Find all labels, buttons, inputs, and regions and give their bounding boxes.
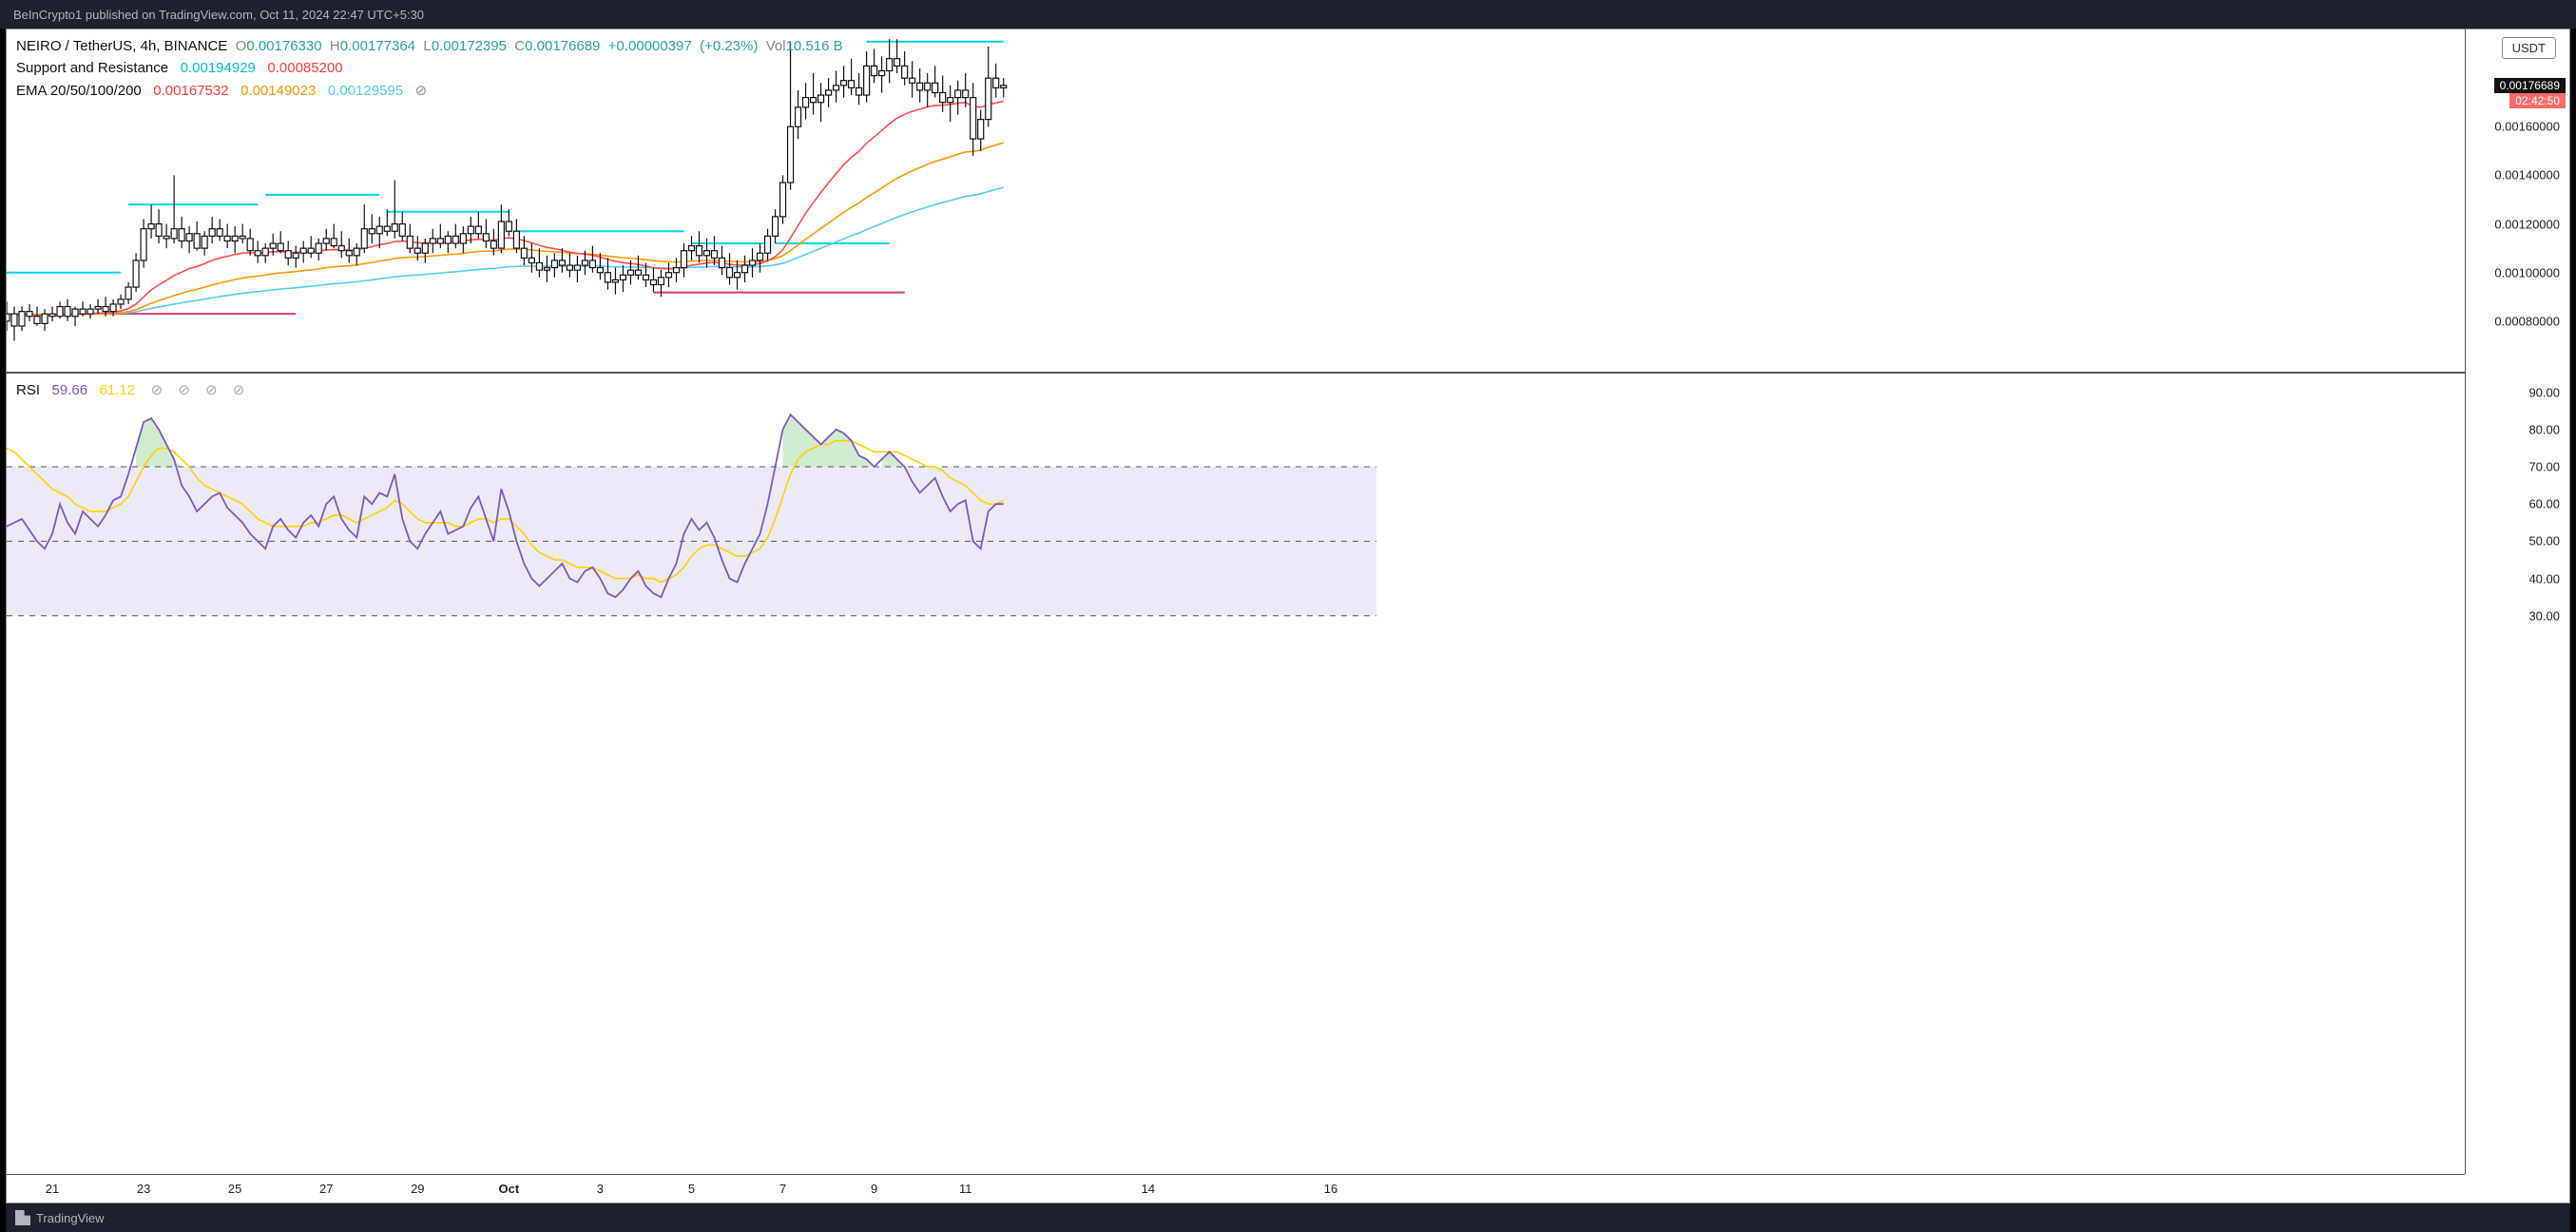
- legend-block: NEIRO / TetherUS, 4h, BINANCE O0.0017633…: [16, 35, 843, 102]
- chart-container: USDT NEIRO / TetherUS, 4h, BINANCE O0.00…: [6, 29, 2570, 1203]
- x-label: 5: [688, 1182, 695, 1196]
- y-label: 0.00160000: [2494, 120, 2560, 134]
- y-label: 50.00: [2528, 534, 2560, 549]
- rsi-pane[interactable]: RSI 59.66 61.12 ⊘ ⊘ ⊘ ⊘: [7, 374, 2465, 1174]
- x-label: 29: [411, 1182, 424, 1196]
- x-label: 25: [228, 1182, 241, 1196]
- sr-row: Support and Resistance 0.00194929 0.0008…: [16, 57, 843, 79]
- x-label: 7: [779, 1182, 786, 1196]
- ema-row: EMA 20/50/100/200 0.00167532 0.00149023 …: [16, 80, 843, 102]
- y-label: 80.00: [2528, 422, 2560, 436]
- x-axis[interactable]: 21 23 25 27 29 Oct 3 5 7 9 11 14 16: [7, 1174, 2465, 1203]
- x-label: 21: [46, 1182, 59, 1196]
- y-label: 0.00120000: [2494, 217, 2560, 231]
- y-axis[interactable]: 0.00080000 0.00100000 0.00120000 0.00140000…: [2465, 29, 2569, 1174]
- y-label: 60.00: [2528, 497, 2560, 511]
- rsi-legend: RSI 59.66 61.12 ⊘ ⊘ ⊘ ⊘: [16, 379, 250, 401]
- y-label: 70.00: [2528, 460, 2560, 474]
- footer-bar: TradingView: [6, 1203, 2570, 1232]
- y-label: 0.00140000: [2494, 168, 2560, 183]
- y-label: 0.00080000: [2494, 314, 2560, 328]
- x-label: 9: [871, 1182, 877, 1196]
- y-label: 0.00100000: [2494, 265, 2560, 279]
- tradingview-logo-icon: [15, 1210, 30, 1225]
- last-price-tag: 0.00176689: [2494, 78, 2566, 93]
- x-label: 14: [1142, 1182, 1155, 1196]
- y-label: 30.00: [2528, 608, 2560, 623]
- symbol-row: NEIRO / TetherUS, 4h, BINANCE O0.0017633…: [16, 35, 843, 57]
- x-label: Oct: [499, 1182, 520, 1196]
- x-label: 23: [137, 1182, 150, 1196]
- y-label: 40.00: [2528, 571, 2560, 586]
- x-label: 16: [1324, 1182, 1337, 1196]
- publish-header: BeInCrypto1 published on TradingView.com…: [0, 0, 2576, 29]
- price-pane[interactable]: NEIRO / TetherUS, 4h, BINANCE O0.0017633…: [7, 29, 2465, 372]
- x-label: 11: [959, 1182, 972, 1196]
- y-label: 90.00: [2528, 385, 2560, 399]
- x-label: 3: [597, 1182, 604, 1196]
- countdown-tag: 02:42:50: [2509, 93, 2566, 108]
- x-label: 27: [319, 1182, 333, 1196]
- rsi-chart-svg: [7, 374, 1376, 653]
